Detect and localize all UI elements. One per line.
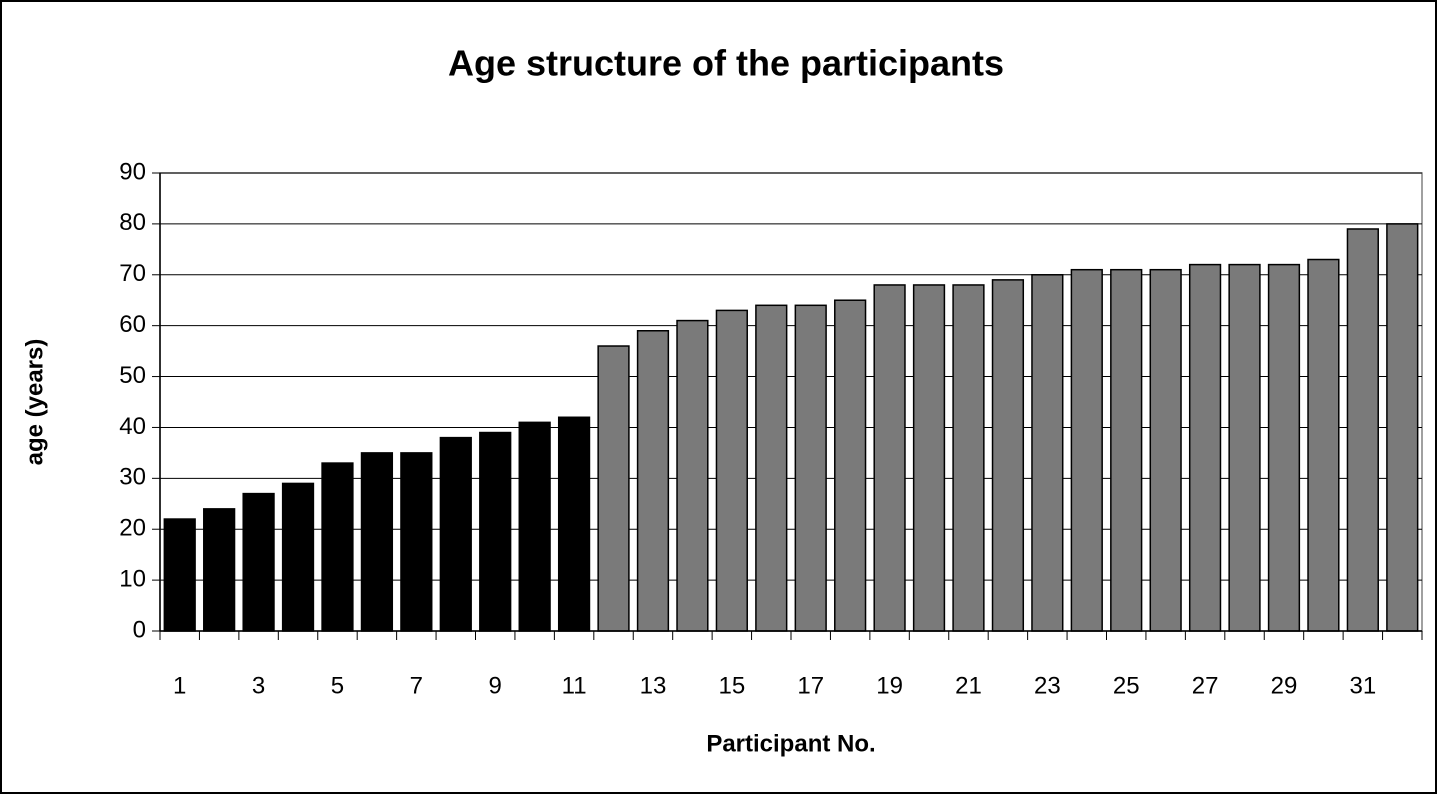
x-tick-label: 27 (1192, 672, 1219, 699)
y-axis-label: age (years) (21, 339, 48, 466)
bar (281, 482, 315, 632)
x-tick-label: 1 (173, 672, 186, 699)
y-tick-label: 20 (119, 515, 146, 542)
bar (1070, 268, 1103, 632)
x-tick-label: 13 (640, 672, 667, 699)
bar (1110, 268, 1143, 632)
bar (873, 284, 906, 632)
bar (597, 345, 630, 632)
bar (479, 431, 512, 632)
x-axis-label: Participant No. (706, 730, 875, 757)
bar (1386, 223, 1419, 632)
x-tick-label: 11 (562, 672, 587, 699)
bar (439, 436, 472, 632)
bar (715, 309, 748, 632)
y-tick-label: 70 (119, 260, 146, 287)
bar (1307, 258, 1340, 632)
bar (1228, 263, 1261, 632)
bar (676, 319, 709, 632)
x-tick-label: 5 (331, 672, 344, 699)
bar (636, 330, 670, 632)
bar (1267, 263, 1301, 632)
x-tick-label: 17 (797, 672, 824, 699)
x-tick-label: 29 (1271, 672, 1298, 699)
bar (321, 462, 354, 632)
x-tick-label: 7 (410, 672, 423, 699)
y-tick-label: 60 (119, 311, 146, 338)
x-tick-label: 31 (1349, 672, 1376, 699)
y-tick-label: 40 (119, 413, 146, 440)
bar (203, 508, 236, 632)
bar (1346, 228, 1379, 632)
y-tick-label: 90 (119, 158, 146, 185)
bar (557, 416, 591, 632)
y-tick-label: 30 (119, 464, 146, 491)
bar (952, 284, 985, 632)
x-tick-label: 25 (1113, 672, 1140, 699)
x-tick-label: 3 (252, 672, 265, 699)
bar (163, 518, 196, 632)
bar (794, 304, 827, 632)
bar (1149, 268, 1182, 632)
x-tick-label: 21 (955, 672, 982, 699)
chart-title: Age structure of the participants (448, 43, 1004, 84)
bar (834, 299, 867, 632)
y-tick-label: 0 (133, 616, 146, 643)
bar (1031, 274, 1064, 632)
x-tick-label: 15 (718, 672, 745, 699)
x-tick-label: 19 (876, 672, 903, 699)
x-tick-label: 9 (489, 672, 502, 699)
x-tick-label: 23 (1034, 672, 1061, 699)
y-tick-label: 50 (119, 362, 146, 389)
y-tick-label: 80 (119, 209, 146, 236)
bar (518, 421, 551, 632)
bar (1188, 263, 1222, 632)
bar (360, 452, 394, 632)
bar (400, 452, 433, 632)
bar (912, 284, 946, 632)
y-tick-label: 10 (119, 565, 146, 592)
bar (755, 304, 788, 632)
bar (991, 279, 1025, 632)
bar (242, 492, 275, 632)
